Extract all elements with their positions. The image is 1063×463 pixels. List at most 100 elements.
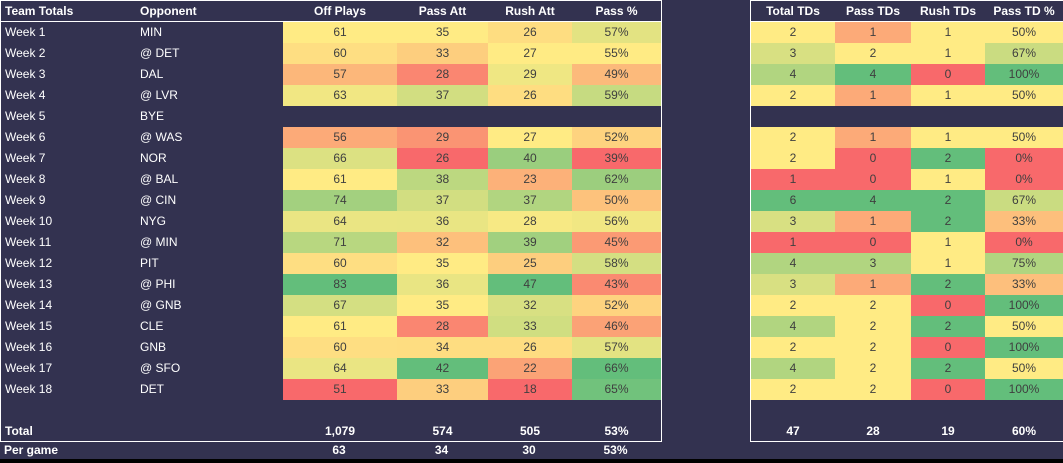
week-row: Week 9 @ CIN 74 37 37 50% (1, 190, 661, 211)
cell-total-tds: 1 (751, 232, 835, 253)
per-game-row: Per game 63 34 30 53% (0, 442, 662, 459)
header-pass-att: Pass Att (418, 4, 467, 18)
cell-off-plays: 63 (283, 85, 397, 106)
cell-rush-tds: 1 (911, 232, 985, 253)
cell-pass-pct (572, 106, 661, 127)
week-tds-row (751, 106, 1063, 127)
opponent-label: CLE (140, 319, 164, 333)
cell-total-tds: 3 (751, 43, 835, 64)
week-label: Week 11 (5, 235, 52, 249)
cell-total-tds: 2 (751, 85, 835, 106)
cell-pass-tds: 2 (835, 316, 911, 337)
right-total-row: 47 28 19 60% (751, 421, 1063, 441)
cell-rush-att: 33 (488, 316, 572, 337)
cell-pass-td-pct: 0% (985, 148, 1063, 169)
cell-pass-pct: 56% (572, 211, 661, 232)
cell-pass-pct: 58% (572, 253, 661, 274)
week-tds-row: 2 2 0 100% (751, 337, 1063, 358)
cell-off-plays: 67 (283, 295, 397, 316)
opponent-label: @ WAS (140, 130, 183, 144)
cell-off-plays: 83 (283, 274, 397, 295)
week-row: Week 16 GNB 60 34 26 57% (1, 337, 661, 358)
cell-total-tds: 3 (751, 274, 835, 295)
cell-pass-att: 35 (397, 22, 488, 43)
cell-off-plays: 64 (283, 358, 397, 379)
opponent-label: @ DET (140, 46, 180, 60)
cell-pass-pct: 46% (572, 316, 661, 337)
cell-total-tds: 6 (751, 190, 835, 211)
cell-off-plays: 56 (283, 127, 397, 148)
cell-pass-pct: 43% (572, 274, 661, 295)
opponent-label: @ GNB (140, 298, 182, 312)
cell-total-tds: 2 (751, 22, 835, 43)
cell-pass-td-pct: 50% (985, 316, 1063, 337)
opponent-label: @ PHI (140, 277, 176, 291)
opponent-label: @ SFO (140, 361, 181, 375)
opponent-label: DET (140, 382, 164, 396)
header-team-totals: Team Totals (5, 4, 74, 18)
week-tds-row: 2 2 0 100% (751, 295, 1063, 316)
cell-off-plays: 51 (283, 379, 397, 400)
cell-pass-tds: 3 (835, 253, 911, 274)
week-label: Week 3 (5, 67, 46, 81)
week-row: Week 3 DAL 57 28 29 49% (1, 64, 661, 85)
cell-pass-td-pct: 67% (985, 43, 1063, 64)
cell-off-plays: 61 (283, 169, 397, 190)
cell-rush-tds: 0 (911, 64, 985, 85)
header-off-plays: Off Plays (313, 4, 367, 18)
cell-rush-att: 40 (488, 148, 572, 169)
week-row: Week 15 CLE 61 28 33 46% (1, 316, 661, 337)
per-game-pass-att: 34 (434, 443, 449, 457)
cell-total-tds: 2 (751, 295, 835, 316)
total-opponent-empty (135, 421, 283, 441)
cell-rush-att (488, 106, 572, 127)
cell-off-plays: 64 (283, 211, 397, 232)
week-tds-row: 6 4 2 67% (751, 190, 1063, 211)
opponent-label: @ LVR (140, 88, 178, 102)
cell-pass-tds: 0 (835, 232, 911, 253)
opponent-label: NOR (140, 151, 167, 165)
cell-pass-pct: 62% (572, 169, 661, 190)
cell-pass-pct: 39% (572, 148, 661, 169)
week-label: Week 12 (5, 256, 53, 270)
cell-pass-att: 28 (397, 316, 488, 337)
week-label: Week 9 (5, 193, 46, 207)
cell-pass-td-pct: 100% (985, 379, 1063, 400)
cell-off-plays: 61 (283, 22, 397, 43)
cell-total-tds: 4 (751, 64, 835, 85)
cell-pass-att: 32 (397, 232, 488, 253)
total-off-plays: 1,079 (324, 424, 356, 438)
cell-pass-td-pct: 0% (985, 169, 1063, 190)
week-label: Week 10 (5, 214, 53, 228)
cell-pass-att: 36 (397, 211, 488, 232)
opponent-label: NYG (140, 214, 167, 228)
cell-rush-tds: 0 (911, 337, 985, 358)
cell-total-tds: 2 (751, 127, 835, 148)
bottom-edge-strip (0, 459, 1063, 463)
per-game-rush-att: 30 (522, 443, 536, 457)
total-rush-att: 505 (519, 424, 541, 438)
cell-rush-att: 29 (488, 64, 572, 85)
week-row: Week 7 NOR 66 26 40 39% (1, 148, 661, 169)
week-tds-row: 3 2 1 67% (751, 43, 1063, 64)
cell-off-plays: 61 (283, 316, 397, 337)
week-tds-row: 3 1 2 33% (751, 211, 1063, 232)
cell-pass-pct: 57% (572, 337, 661, 358)
cell-rush-att: 23 (488, 169, 572, 190)
cell-pass-td-pct: 50% (985, 85, 1063, 106)
total-total-tds: 47 (786, 424, 800, 438)
cell-off-plays: 60 (283, 253, 397, 274)
cell-pass-att: 38 (397, 169, 488, 190)
week-label: Week 7 (5, 151, 46, 165)
week-row: Week 12 PIT 60 35 25 58% (1, 253, 661, 274)
cell-off-plays: 74 (283, 190, 397, 211)
week-label: Week 4 (5, 88, 46, 102)
cell-pass-td-pct: 50% (985, 22, 1063, 43)
cell-pass-td-pct: 75% (985, 253, 1063, 274)
cell-pass-att: 33 (397, 379, 488, 400)
week-label: Week 17 (5, 361, 53, 375)
cell-pass-pct: 49% (572, 64, 661, 85)
per-game-off-plays: 63 (332, 443, 346, 457)
cell-pass-att: 35 (397, 253, 488, 274)
cell-rush-tds: 2 (911, 274, 985, 295)
